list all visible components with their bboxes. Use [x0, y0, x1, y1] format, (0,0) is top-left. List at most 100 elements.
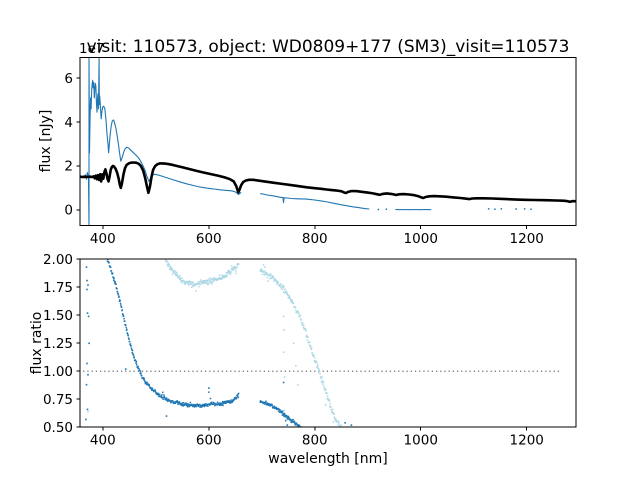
ratio-red-arm-point — [235, 272, 237, 275]
ratio-blue-arm-point — [162, 398, 164, 400]
ratio-red-arm-point — [267, 273, 270, 276]
ratio-red-arm-point — [306, 336, 308, 339]
ratio-red-arm-point — [218, 277, 220, 280]
ratio-red-arm-point — [320, 376, 322, 378]
ratio-red-arm-point — [207, 283, 209, 286]
ratio-red-arm-point — [207, 278, 210, 281]
ratio-blue-arm-stray-point — [284, 419, 287, 422]
ratio-red-arm-point — [337, 420, 340, 422]
ratio-blue-arm-point — [157, 392, 159, 394]
ratio-blue-arm-point — [132, 352, 134, 355]
ratio-blue-arm-point — [162, 391, 164, 394]
y-tick-label: 0 — [64, 203, 73, 219]
ratio-blue-arm-point — [271, 405, 274, 407]
ratio-red-arm-point — [208, 283, 210, 285]
ratio-blue-arm-point — [158, 393, 161, 396]
ratio-red-arm-point — [265, 271, 267, 274]
ratio-red-arm-point — [321, 376, 323, 378]
ratio-blue-arm-point — [186, 406, 189, 408]
ratio-blue-arm-point — [166, 398, 168, 400]
ratio-blue-arm-point — [210, 402, 212, 404]
observed-spectrum-point — [515, 208, 517, 210]
ratio-red-arm-point — [295, 309, 297, 312]
ratio-red-arm-point — [329, 403, 331, 405]
ratio-red-arm-point — [227, 271, 229, 273]
ratio-blue-arm-stray-point — [283, 415, 285, 417]
ratio-red-arm-point — [339, 424, 341, 427]
ratio-red-arm-point — [268, 274, 271, 277]
ratio-blue-arm-point — [185, 404, 188, 407]
ratio-blue-arm-point — [203, 404, 205, 406]
ratio-red-arm-point — [273, 277, 275, 280]
ratio-red-arm-point — [275, 279, 277, 282]
ratio-red-arm-point — [192, 285, 194, 288]
ratio-red-arm-point — [321, 383, 324, 385]
ratio-red-arm-point — [308, 341, 310, 344]
ratio-blue-arm-point — [205, 403, 207, 405]
ratio-blue-arm-point — [207, 405, 209, 407]
ratio-blue-arm-point — [206, 405, 208, 407]
ratio-blue-arm-point — [130, 347, 133, 349]
ratio-red-arm-point — [194, 284, 196, 287]
ratio-red-arm-point — [338, 422, 340, 424]
ratio-red-arm-point — [282, 284, 284, 287]
ratio-red-arm-point — [167, 265, 169, 267]
ratio-blue-arm-point — [174, 402, 176, 404]
ratio-blue-arm-point — [125, 324, 127, 327]
ratio-blue-arm-point — [264, 402, 267, 404]
observed-spectrum-point — [500, 208, 503, 210]
ratio-blue-arm-point — [221, 403, 223, 406]
ratio-blue-arm-point — [278, 408, 280, 410]
ratio-red-arm-point — [191, 281, 193, 283]
ratio-blue-arm-point — [123, 318, 125, 320]
ratio-red-arm-point — [294, 306, 297, 309]
ratio-red-arm-point — [309, 345, 312, 348]
ratio-red-arm-point — [305, 330, 307, 332]
ratio-blue-arm-point — [230, 400, 233, 403]
ratio-red-arm-point — [187, 281, 189, 283]
ratio-red-arm-point — [204, 282, 206, 284]
ratio-red-arm-point — [331, 411, 333, 414]
ratio-blue-arm-point — [229, 402, 232, 404]
ratio-blue-arm-point — [186, 403, 188, 405]
ratio-red-arm-point — [189, 281, 191, 283]
ratio-blue-arm-point — [154, 389, 156, 391]
ratio-blue-arm-point — [116, 290, 119, 293]
ratio-red-arm-point — [236, 266, 238, 268]
ratio-blue-arm-point — [146, 381, 148, 384]
ratio-red-arm-point — [332, 412, 334, 414]
ratio-red-arm-point — [281, 288, 283, 291]
ratio-red-arm-point — [230, 268, 233, 270]
ratio-red-arm-point — [316, 366, 318, 368]
ratio-blue-arm-point — [134, 359, 137, 362]
ratio-blue-arm-point — [221, 402, 223, 404]
ratio-blue-arm-point — [158, 395, 160, 398]
ratio-blue-arm-point — [176, 400, 178, 402]
ratio-blue-arm-point — [208, 391, 210, 393]
ratio-red-arm-point — [168, 264, 170, 266]
observed-spectrum-point — [487, 208, 490, 210]
ratio-blue-arm-point — [203, 405, 206, 408]
ratio-red-arm-point — [287, 294, 289, 296]
ratio-blue-arm-point — [204, 403, 206, 405]
ratio-red-arm-point — [179, 277, 182, 280]
top-y-axis-label: flux [nJy] — [38, 109, 54, 173]
ratio-red-arm-point — [284, 289, 286, 291]
ratio-red-arm-point — [291, 300, 294, 303]
ratio-red-arm-point — [283, 292, 286, 294]
ratio-blue-arm-point — [140, 375, 143, 377]
ratio-blue-arm-point — [216, 401, 219, 404]
ratio-blue-arm-point — [269, 405, 271, 407]
ratio-blue-arm-point — [270, 403, 272, 405]
y-tick-label: 1.50 — [43, 308, 73, 324]
ratio-blue-arm-point — [211, 401, 213, 403]
ratio-blue-arm-point — [193, 403, 195, 406]
ratio-blue-arm-point — [196, 403, 199, 405]
ratio-blue-arm-point — [237, 393, 239, 396]
ratio-red-arm-point — [202, 280, 205, 282]
ratio-red-arm-point — [317, 363, 319, 366]
ratio-red-arm-point — [320, 377, 322, 379]
ratio-red-arm-point — [334, 417, 336, 419]
ratio-blue-arm-point — [121, 309, 123, 311]
ratio-blue-arm-point — [154, 390, 157, 393]
